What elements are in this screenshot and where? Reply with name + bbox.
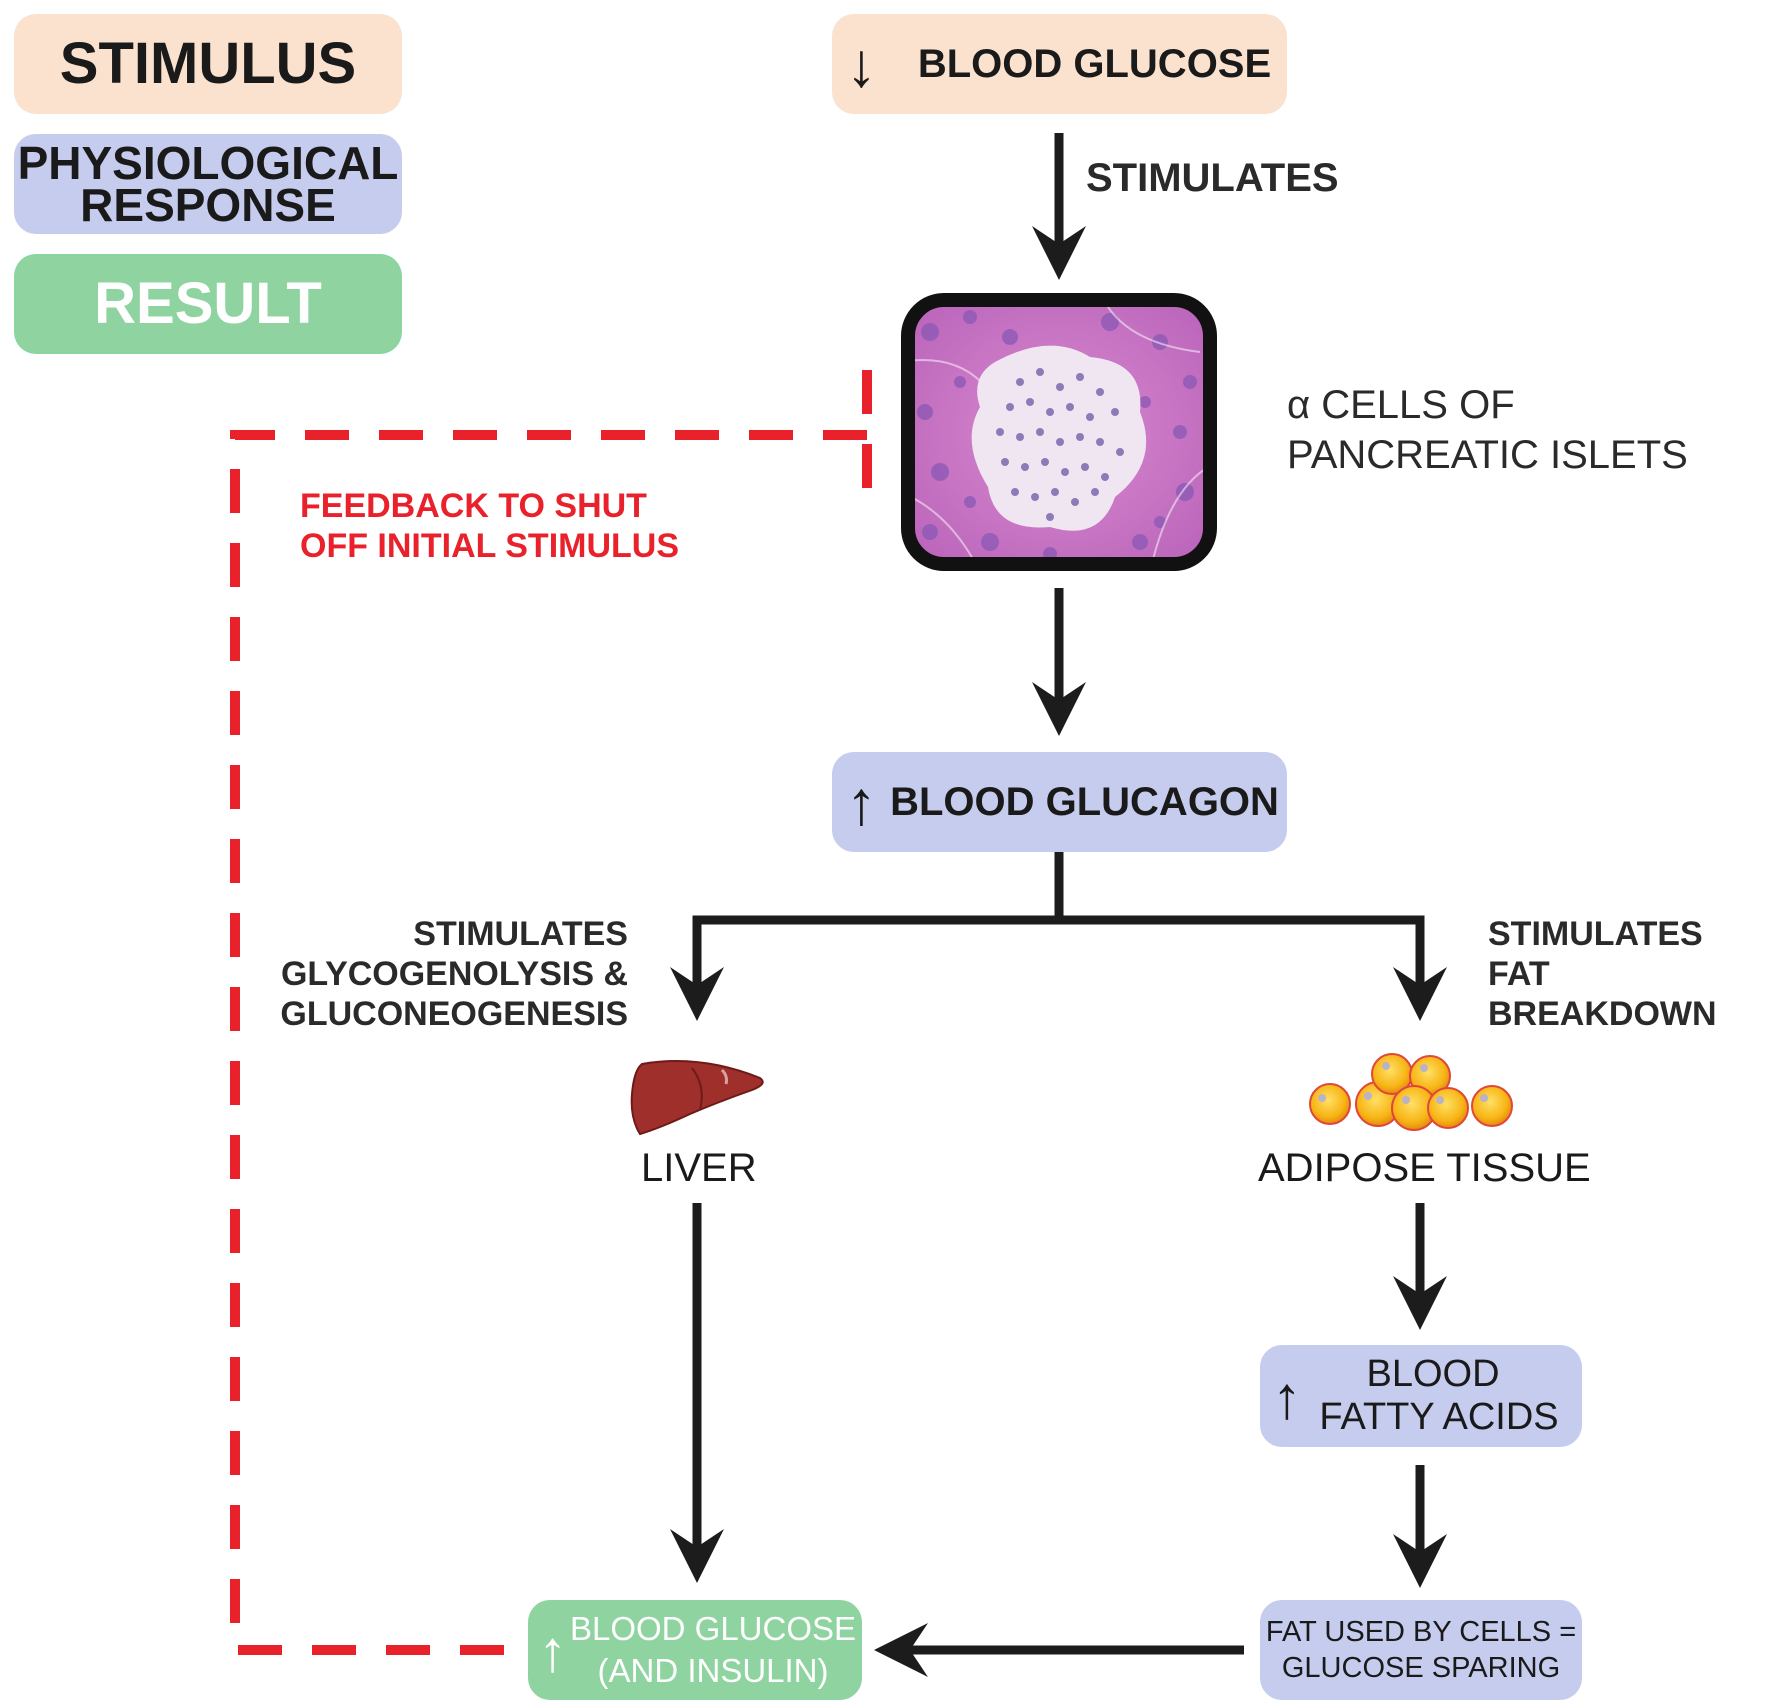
down-arrow-icon: ↓ [846, 31, 877, 100]
node-fat-used-glucose-sparing: FAT USED BY CELLS = GLUCOSE SPARING [1260, 1600, 1582, 1700]
feedback-label: FEEDBACK TO SHUT OFF INITIAL STIMULUS [300, 486, 679, 566]
fatty-acids-line2: FATTY ACIDS [1319, 1396, 1559, 1438]
node-blood-fatty-acids: ↑ BLOOD FATTY ACIDS [1260, 1345, 1582, 1447]
right-branch-label: STIMULATES FAT BREAKDOWN [1488, 914, 1784, 1034]
feedback-line2: OFF INITIAL STIMULUS [300, 527, 680, 565]
result-line1: BLOOD GLUCOSE [569, 1610, 857, 1647]
pancreatic-islet-micrograph [900, 292, 1218, 572]
fat-used-line2: GLUCOSE SPARING [1281, 1652, 1561, 1684]
node-blood-glucose-increase: ↑ BLOOD GLUCOSE (AND INSULIN) [528, 1600, 862, 1700]
adipose-label: ADIPOSE TISSUE [1258, 1146, 1591, 1190]
branch-connector-right [1059, 915, 1447, 1021]
legend-stimulus: STIMULUS [14, 14, 402, 114]
left-branch-line2: GLYCOGENOLYSIS & [280, 955, 628, 993]
fatty-acids-line1: BLOOD [1366, 1353, 1500, 1395]
feedback-loop-line [230, 370, 872, 1655]
node-blood-glucagon: ↑ BLOOD GLUCAGON [832, 752, 1287, 852]
node-blood-glucose-decrease: ↓ BLOOD GLUCOSE [832, 14, 1287, 114]
up-arrow-icon: ↑ [1272, 1364, 1302, 1431]
legend-response-line1: PHYSIOLOGICAL [17, 136, 399, 189]
left-branch-label: STIMULATES GLYCOGENOLYSIS & GLUCONEOGENE… [260, 914, 628, 1034]
right-branch-line1: STIMULATES [1488, 915, 1703, 953]
legend-physiological-response: PHYSIOLOGICAL RESPONSE [14, 134, 402, 234]
blood-glucagon-label: BLOOD GLUCAGON [890, 779, 1279, 824]
legend-response-line2: RESPONSE [80, 179, 336, 231]
left-branch-line3: GLUCONEOGENESIS [280, 995, 628, 1033]
feedback-line1: FEEDBACK TO SHUT [300, 487, 647, 525]
liver-label: LIVER [641, 1146, 757, 1190]
fat-used-line1: FAT USED BY CELLS = [1265, 1616, 1577, 1648]
branch-connector [670, 850, 1064, 1021]
right-branch-line2: FAT BREAKDOWN [1488, 955, 1717, 1033]
liver-icon [630, 1058, 770, 1141]
up-arrow-icon: ↑ [846, 769, 877, 838]
alpha-cells-label: α CELLS OF PANCREATIC ISLETS [1287, 380, 1688, 480]
alpha-cells-line1: α CELLS OF [1287, 383, 1515, 427]
up-arrow-icon: ↑ [538, 1619, 567, 1684]
legend-result-label: RESULT [94, 271, 322, 336]
blood-glucose-label: BLOOD GLUCOSE [917, 41, 1272, 86]
legend-result: RESULT [14, 254, 402, 354]
result-line2: (AND INSULIN) [597, 1652, 829, 1689]
legend-stimulus-label: STIMULUS [59, 31, 357, 96]
adipose-cells-icon [1308, 1052, 1516, 1141]
stimulates-label-top: STIMULATES [1086, 156, 1339, 200]
left-branch-line1: STIMULATES [413, 915, 628, 953]
alpha-cells-line2: PANCREATIC ISLETS [1287, 433, 1688, 477]
